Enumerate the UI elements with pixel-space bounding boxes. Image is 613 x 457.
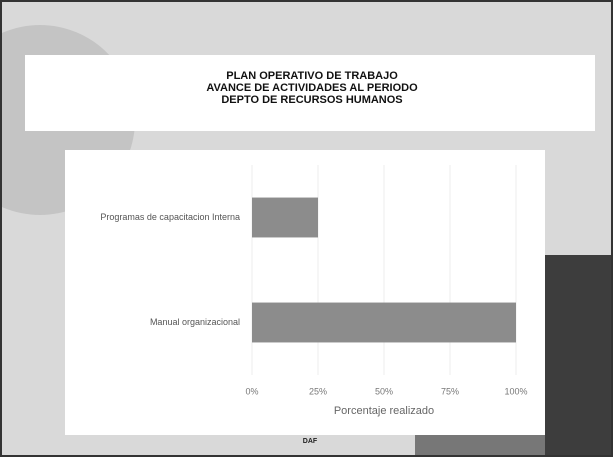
x-tick-label: 25%: [309, 386, 327, 396]
x-tick-label: 75%: [441, 386, 459, 396]
x-tick-label: 100%: [504, 386, 527, 396]
title-box: [25, 55, 595, 131]
bar: [252, 302, 516, 343]
chart-box: [65, 150, 545, 435]
decor-dark: [545, 255, 613, 457]
chart-title: PLAN OPERATIVO DE TRABAJO: [226, 70, 398, 82]
bar: [252, 197, 318, 238]
x-axis-label: Porcentaje realizado: [334, 405, 434, 417]
x-tick-label: 50%: [375, 386, 393, 396]
y-tick-label: Manual organizacional: [150, 317, 240, 327]
x-tick-label: 0%: [245, 386, 258, 396]
y-tick-label: Programas de capacitacion Interna: [100, 212, 240, 222]
chart-title: DEPTO DE RECURSOS HUMANOS: [221, 94, 402, 106]
chart-title: AVANCE DE ACTIVIDADES AL PERIODO: [206, 82, 418, 94]
footer: DAF: [303, 438, 318, 445]
